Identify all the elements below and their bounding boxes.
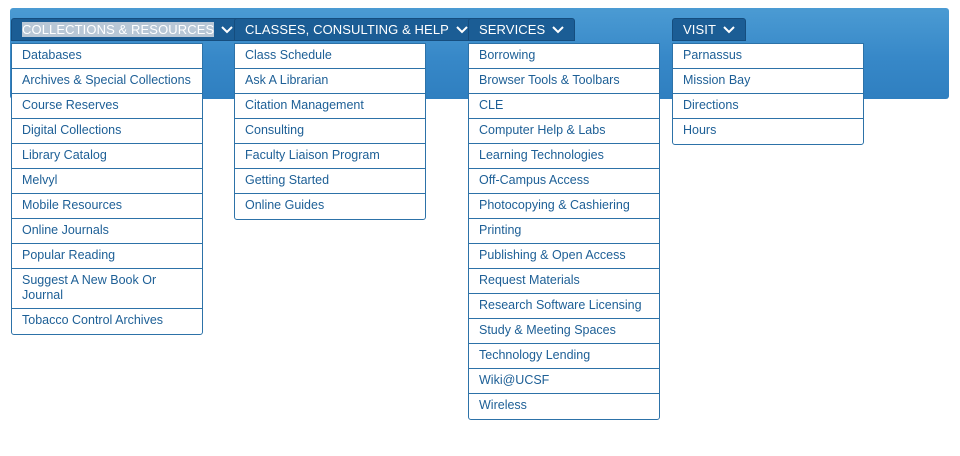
menu-item-mission-bay[interactable]: Mission Bay: [673, 69, 863, 94]
menu-button-collections-resources[interactable]: COLLECTIONS & RESOURCES: [11, 18, 245, 41]
menu-item-printing[interactable]: Printing: [469, 219, 659, 244]
menu-item-wireless[interactable]: Wireless: [479, 398, 527, 412]
menu-item-request-materials[interactable]: Request Materials: [469, 269, 659, 294]
menu-item-photocopying-cashiering[interactable]: Photocopying & Cashiering: [469, 194, 659, 219]
menu-item-class-schedule[interactable]: Class Schedule: [235, 44, 425, 69]
menu-item-parnassus[interactable]: Parnassus: [673, 44, 863, 69]
menu-item-library-catalog[interactable]: Library Catalog: [12, 144, 202, 169]
dropdown-collections-resources: Databases Archives & Special Collections…: [11, 43, 203, 335]
dropdown-visit: Parnassus Mission Bay Directions Hours: [672, 43, 864, 145]
menu-item-directions[interactable]: Directions: [673, 94, 863, 119]
menu-button-services[interactable]: SERVICES: [468, 18, 576, 41]
chevron-down-icon: [551, 25, 565, 35]
menu-item-mobile-resources[interactable]: Mobile Resources: [12, 194, 202, 219]
menu-button-visit[interactable]: VISIT: [672, 18, 747, 41]
chevron-down-icon: [722, 25, 736, 35]
dropdown-classes-consulting-help: Class Schedule Ask A Librarian Citation …: [234, 43, 426, 220]
menu-item-online-journals[interactable]: Online Journals: [12, 219, 202, 244]
chevron-down-icon: [220, 25, 234, 35]
menu-title: SERVICES: [479, 22, 546, 37]
menu-item-melvyl[interactable]: Melvyl: [12, 169, 202, 194]
menu-item-archives-special-collections[interactable]: Archives & Special Collections: [12, 69, 202, 94]
menu-button-classes-consulting-help[interactable]: CLASSES, CONSULTING & HELP: [234, 18, 479, 41]
menu-title: VISIT: [683, 22, 717, 37]
menu-title: COLLECTIONS & RESOURCES: [22, 22, 215, 37]
menu-item-course-reserves[interactable]: Course Reserves: [12, 94, 202, 119]
menu-item-getting-started[interactable]: Getting Started: [235, 169, 425, 194]
menu-services: SERVICES Borrowing Browser Tools & Toolb…: [468, 18, 660, 420]
menu-item-technology-lending[interactable]: Technology Lending: [469, 344, 659, 369]
menu-item-ask-a-librarian[interactable]: Ask A Librarian: [235, 69, 425, 94]
menu-item-hours[interactable]: Hours: [683, 123, 717, 137]
menu-item-cle[interactable]: CLE: [469, 94, 659, 119]
menu-item-publishing-open-access[interactable]: Publishing & Open Access: [469, 244, 659, 269]
menu-item-study-meeting-spaces[interactable]: Study & Meeting Spaces: [469, 319, 659, 344]
menu-visit: VISIT Parnassus Mission Bay Directions H…: [672, 18, 864, 145]
menu-item-computer-help-labs[interactable]: Computer Help & Labs: [469, 119, 659, 144]
menu-item-tobacco-control-archives[interactable]: Tobacco Control Archives: [22, 313, 164, 327]
menu-item-consulting[interactable]: Consulting: [235, 119, 425, 144]
menu-collections-resources: COLLECTIONS & RESOURCES Databases Archiv…: [11, 18, 245, 335]
menu-item-research-software-licensing[interactable]: Research Software Licensing: [469, 294, 659, 319]
menu-item-popular-reading[interactable]: Popular Reading: [12, 244, 202, 269]
menu-item-off-campus-access[interactable]: Off-Campus Access: [469, 169, 659, 194]
menu-item-learning-technologies[interactable]: Learning Technologies: [469, 144, 659, 169]
menu-title: CLASSES, CONSULTING & HELP: [245, 22, 449, 37]
chevron-down-icon: [455, 25, 469, 35]
menu-item-faculty-liaison-program[interactable]: Faculty Liaison Program: [235, 144, 425, 169]
menu-item-databases[interactable]: Databases: [12, 44, 202, 69]
menu-item-suggest-new-book[interactable]: Suggest A New Book Or Journal: [12, 269, 202, 309]
menu-item-online-guides[interactable]: Online Guides: [245, 198, 325, 212]
menu-item-wiki-ucsf[interactable]: Wiki@UCSF: [469, 369, 659, 394]
menu-item-browser-tools-toolbars[interactable]: Browser Tools & Toolbars: [469, 69, 659, 94]
menu-item-digital-collections[interactable]: Digital Collections: [12, 119, 202, 144]
menu-item-citation-management[interactable]: Citation Management: [235, 94, 425, 119]
dropdown-services: Borrowing Browser Tools & Toolbars CLE C…: [468, 43, 660, 420]
menu-classes-consulting-help: CLASSES, CONSULTING & HELP Class Schedul…: [234, 18, 479, 220]
menu-item-borrowing[interactable]: Borrowing: [469, 44, 659, 69]
